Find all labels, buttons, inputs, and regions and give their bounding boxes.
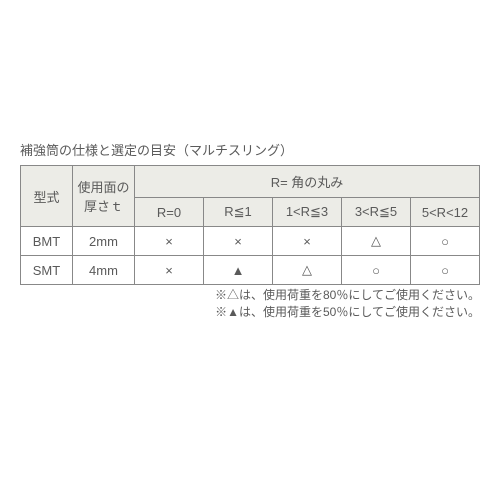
footnote-2: ※▲は、使用荷重を50％にしてご使用ください。 <box>20 304 480 321</box>
header-thickness: 使用面の 厚さｔ <box>73 166 135 227</box>
header-thickness-l1: 使用面の <box>77 180 129 195</box>
cell-thickness: 4mm <box>73 256 135 285</box>
cell-value: × <box>135 227 204 256</box>
header-r1: R≦1 <box>204 198 273 227</box>
spec-table: 型式 使用面の 厚さｔ R= 角の丸み R=0 R≦1 1<R≦3 3<R≦5 … <box>20 165 480 285</box>
cell-model: BMT <box>21 227 73 256</box>
footnote-1: ※△は、使用荷重を80％にしてご使用ください。 <box>20 287 480 304</box>
cell-value: ○ <box>411 227 480 256</box>
spec-content: 補強筒の仕様と選定の目安（マルチスリング） 型式 使用面の 厚さｔ R= 角の丸… <box>20 140 480 321</box>
header-model: 型式 <box>21 166 73 227</box>
cell-value: △ <box>273 256 342 285</box>
table-title: 補強筒の仕様と選定の目安（マルチスリング） <box>20 140 480 159</box>
cell-value: ○ <box>411 256 480 285</box>
cell-value: × <box>135 256 204 285</box>
cell-value: × <box>204 227 273 256</box>
table-row: BMT 2mm × × × △ ○ <box>21 227 480 256</box>
header-r3: 1<R≦3 <box>273 198 342 227</box>
table-row: SMT 4mm × ▲ △ ○ ○ <box>21 256 480 285</box>
header-row-1: 型式 使用面の 厚さｔ R= 角の丸み <box>21 166 480 198</box>
cell-value: ○ <box>342 256 411 285</box>
header-r12: 5<R<12 <box>411 198 480 227</box>
header-r-group: R= 角の丸み <box>135 166 480 198</box>
cell-value: △ <box>342 227 411 256</box>
header-thickness-l2: 厚さｔ <box>84 199 123 214</box>
cell-value: ▲ <box>204 256 273 285</box>
header-r0: R=0 <box>135 198 204 227</box>
cell-value: × <box>273 227 342 256</box>
cell-model: SMT <box>21 256 73 285</box>
header-r5: 3<R≦5 <box>342 198 411 227</box>
cell-thickness: 2mm <box>73 227 135 256</box>
footnotes: ※△は、使用荷重を80％にしてご使用ください。 ※▲は、使用荷重を50％にしてご… <box>20 287 480 321</box>
